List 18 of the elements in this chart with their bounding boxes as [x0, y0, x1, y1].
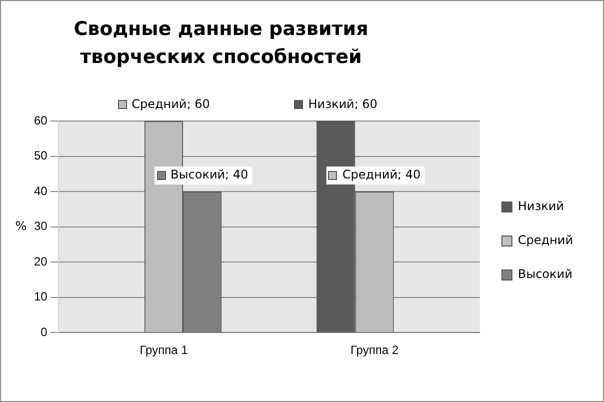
y-tick-label: 20: [34, 254, 48, 268]
chart-title: Сводные данные развития творческих способностей: [72, 17, 370, 70]
x-tick-label: Группа 1: [140, 343, 188, 358]
data-label: Средний; 60: [132, 97, 210, 112]
data-label: Средний; 40: [342, 168, 421, 182]
y-tick-label: 50: [34, 148, 48, 163]
data-label: Низкий; 60: [308, 97, 378, 112]
data-label: Высокий; 40: [170, 168, 248, 182]
y-tick-label: 30: [34, 219, 48, 234]
x-tick-label: Группа 2: [350, 343, 399, 358]
legend-label: Средний: [518, 233, 574, 248]
y-tick-label: 40: [34, 184, 48, 198]
legend-label: Высокий: [518, 267, 572, 282]
y-tick-label: 60: [34, 113, 48, 128]
y-axis-title: %: [15, 218, 27, 233]
y-tick-label: 10: [34, 290, 48, 304]
y-tick-label: 0: [40, 324, 48, 339]
legend-label: Низкий: [518, 199, 564, 214]
